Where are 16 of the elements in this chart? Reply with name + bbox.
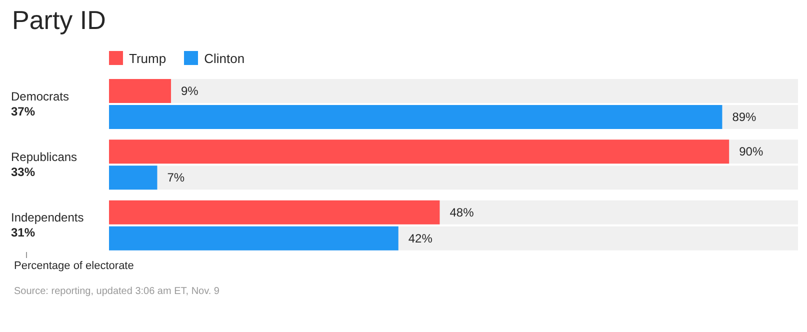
bar bbox=[109, 79, 172, 103]
data-label: 42% bbox=[408, 231, 433, 246]
data-label: 9% bbox=[181, 84, 199, 98]
y-tick-label: Democrats 37% bbox=[11, 89, 70, 118]
source-note: Source: reporting, updated 3:06 am ET, Nov. 9 bbox=[14, 286, 220, 297]
data-label: 90% bbox=[739, 144, 764, 159]
chart-title: Party ID bbox=[12, 4, 107, 36]
data-label: 7% bbox=[167, 170, 185, 185]
bar bbox=[109, 166, 158, 190]
y-tick-label: Republicans 33% bbox=[11, 150, 78, 179]
legend-label: Trump bbox=[129, 50, 166, 66]
legend-label: Clinton bbox=[204, 50, 245, 66]
data-label: 48% bbox=[450, 205, 474, 220]
y-tick-label: Independents 31% bbox=[11, 210, 84, 240]
text: Percentage of electorate bbox=[14, 259, 135, 272]
data-label: 89% bbox=[732, 110, 757, 124]
